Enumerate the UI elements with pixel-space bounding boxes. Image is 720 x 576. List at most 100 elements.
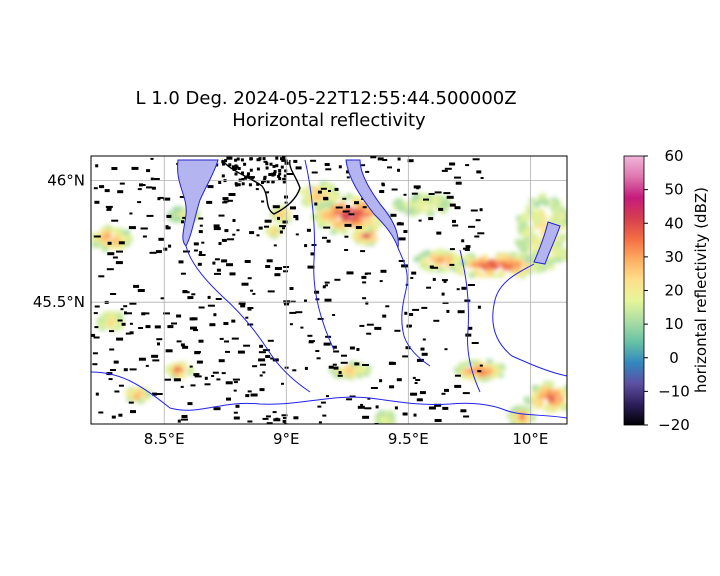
echo-pixel xyxy=(513,411,520,417)
echo-pixel xyxy=(276,218,283,224)
clutter-pixel xyxy=(379,190,385,193)
clutter-pixel xyxy=(106,268,114,271)
clutter-pixel xyxy=(193,242,199,246)
clutter-pixel xyxy=(214,272,221,275)
clutter-pixel xyxy=(146,186,152,189)
echo-pixel xyxy=(546,260,552,266)
clutter-pixel xyxy=(226,156,233,160)
clutter-pixel xyxy=(463,247,466,250)
clutter-pixel xyxy=(328,365,334,369)
clutter-pixel xyxy=(129,302,137,305)
echo-pixel xyxy=(478,257,485,263)
echo-pixel xyxy=(304,195,311,201)
clutter-pixel xyxy=(128,401,134,404)
echo-pixel xyxy=(351,208,358,214)
echo-pixel xyxy=(91,235,98,241)
echo-pixel xyxy=(464,259,471,265)
clutter-pixel xyxy=(407,159,414,163)
echo-pixel xyxy=(461,370,468,376)
echo-pixel xyxy=(344,365,351,370)
clutter-pixel xyxy=(444,388,449,392)
clutter-pixel xyxy=(295,217,299,221)
echo-pixel xyxy=(520,254,527,260)
echo-pixel xyxy=(499,365,506,371)
echo-pixel xyxy=(525,406,532,412)
echo-pixel xyxy=(175,209,182,215)
clutter-pixel xyxy=(226,263,233,267)
clutter-pixel xyxy=(112,256,118,259)
river-serio xyxy=(459,249,481,393)
echo-pixel xyxy=(569,396,575,401)
clutter-pixel xyxy=(240,158,244,162)
clutter-pixel xyxy=(249,157,253,161)
clutter-pixel xyxy=(218,214,225,217)
echo-pixel xyxy=(442,196,449,202)
clutter-pixel xyxy=(404,311,408,315)
echo-pixel xyxy=(564,384,567,390)
clutter-pixel xyxy=(176,340,182,343)
clutter-pixel xyxy=(201,241,205,244)
echo-pixel xyxy=(478,372,485,378)
echo-pixel xyxy=(555,256,562,262)
echo-pixel xyxy=(522,243,529,249)
echo-pixel xyxy=(178,373,185,379)
echo-pixel xyxy=(359,369,366,375)
echo-pixel xyxy=(550,218,557,224)
echo-pixel xyxy=(305,198,312,204)
clutter-pixel xyxy=(177,419,181,423)
echo-pixel xyxy=(428,202,435,207)
clutter-pixel xyxy=(99,185,105,189)
colorbar-label: horizontal reflectivity (dBZ) xyxy=(692,187,710,393)
clutter-pixel xyxy=(474,235,480,238)
echo-pixel xyxy=(284,209,291,215)
clutter-pixel xyxy=(232,378,240,381)
echo-pixel xyxy=(453,367,460,373)
echo-pixel xyxy=(172,362,179,368)
echo-pixel xyxy=(353,215,360,221)
clutter-pixel xyxy=(314,202,318,206)
echo-pixel xyxy=(330,220,337,226)
clutter-pixel xyxy=(468,326,473,330)
echo-pixel xyxy=(356,368,363,374)
clutter-pixel xyxy=(190,326,197,330)
clutter-pixel xyxy=(190,384,196,387)
clutter-pixel xyxy=(432,277,436,281)
echo-pixel xyxy=(114,235,120,241)
echo-pixel xyxy=(441,201,448,207)
echo-pixel xyxy=(324,202,331,208)
clutter-pixel xyxy=(237,350,245,354)
clutter-pixel xyxy=(281,414,288,417)
clutter-pixel xyxy=(117,319,123,322)
echo-pixel xyxy=(323,193,330,199)
echo-pixel xyxy=(116,325,123,330)
echo-pixel xyxy=(110,318,117,324)
echo-pixel xyxy=(562,405,567,411)
echo-cell xyxy=(124,386,152,404)
echo-pixel xyxy=(117,236,124,242)
clutter-pixel xyxy=(107,252,115,256)
clutter-pixel xyxy=(394,329,401,332)
chart-subtitle: Horizontal reflectivity xyxy=(232,110,426,131)
echo-pixel xyxy=(514,239,521,244)
echo-pixel xyxy=(328,188,335,194)
clutter-pixel xyxy=(280,165,284,169)
clutter-pixel xyxy=(275,156,279,160)
echo-pixel xyxy=(356,373,363,379)
x-tick-label: 9°E xyxy=(273,430,300,448)
clutter-pixel xyxy=(295,166,302,170)
echo-cell xyxy=(351,226,378,246)
clutter-pixel xyxy=(167,325,174,329)
echo-pixel xyxy=(529,197,535,203)
echo-pixel xyxy=(503,255,510,261)
clutter-pixel xyxy=(416,398,423,402)
echo-pixel xyxy=(352,368,359,373)
echo-pixel xyxy=(97,242,104,248)
clutter-pixel xyxy=(266,180,270,184)
clutter-pixel xyxy=(428,193,435,195)
clutter-pixel xyxy=(164,378,171,381)
clutter-pixel xyxy=(266,422,273,424)
clutter-pixel xyxy=(412,308,420,311)
clutter-pixel xyxy=(146,169,151,173)
reflectivity-echoes xyxy=(91,181,575,424)
clutter-pixel xyxy=(271,173,275,177)
